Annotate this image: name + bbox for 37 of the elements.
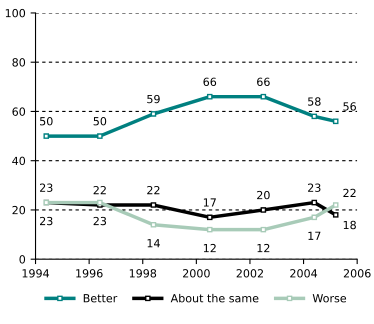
y-tick-label: 20 — [12, 206, 26, 214]
data-label: 18 — [344, 220, 356, 230]
x-tick-label: 1998 — [130, 269, 156, 278]
data-label: 50 — [94, 117, 106, 126]
y-tick-label: 40 — [12, 156, 26, 166]
data-label: 23 — [40, 183, 52, 192]
data-label: 23 — [94, 216, 106, 226]
legend-label: About the same — [170, 294, 258, 302]
data-label: 14 — [148, 239, 160, 248]
data-label: 50 — [40, 117, 53, 126]
x-tick-label: 1994 — [22, 269, 50, 278]
legend-label: Worse — [312, 294, 346, 302]
data-label: 23 — [40, 216, 52, 226]
data-label: 22 — [343, 188, 356, 197]
y-tick-label: 0 — [19, 255, 26, 264]
data-label: 12 — [258, 244, 270, 252]
y-tick-label: 100 — [6, 8, 26, 18]
data-label: 22 — [94, 186, 106, 194]
legend-label: Better — [84, 294, 118, 302]
data-label: 20 — [257, 190, 270, 200]
data-label: 12 — [204, 244, 216, 252]
data-label: 66 — [257, 78, 270, 86]
x-tick-label: 1996 — [76, 269, 103, 278]
data-label: 17 — [308, 232, 320, 240]
y-tick-label: 60 — [12, 107, 26, 116]
x-tick-label: 2000 — [183, 269, 210, 278]
data-label: 59 — [147, 94, 160, 104]
data-label: 56 — [343, 102, 356, 111]
data-label: 23 — [308, 183, 320, 192]
data-label: 66 — [203, 78, 216, 86]
data-label: 22 — [147, 186, 160, 194]
y-tick-label: 80 — [12, 58, 26, 67]
x-tick-label: 2006 — [344, 269, 371, 278]
x-tick-label: 2002 — [236, 269, 263, 278]
x-tick-label: 2004 — [290, 269, 318, 278]
data-label: 17 — [204, 198, 216, 207]
data-label: 58 — [308, 97, 321, 106]
